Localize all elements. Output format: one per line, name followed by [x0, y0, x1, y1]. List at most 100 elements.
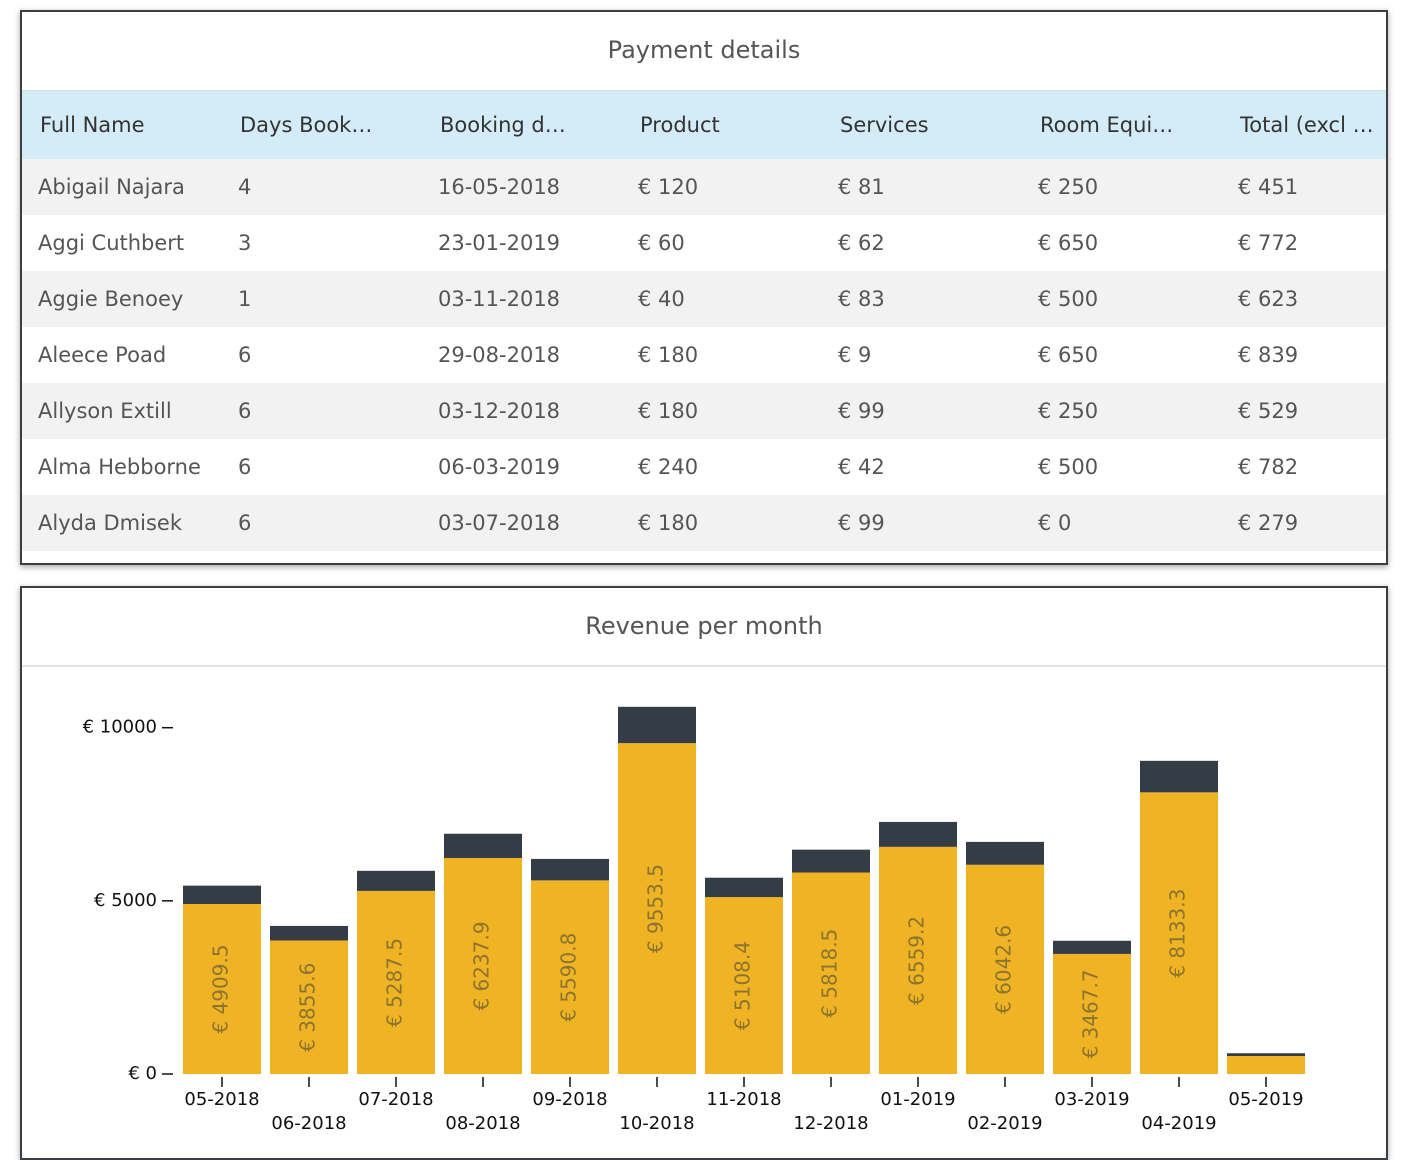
- table-panel: Payment details Full Name Days Book… Booki…: [20, 10, 1388, 565]
- table-cell: 3: [238, 231, 252, 255]
- table-cell: € 650: [1038, 343, 1099, 367]
- bar-segment: [1227, 1055, 1305, 1074]
- value-label: € 5590.8: [557, 933, 581, 1022]
- bar-segment: [357, 870, 435, 891]
- table-cell: 16-05-2018: [438, 175, 561, 199]
- x-tick-label: 12-2018: [793, 1113, 868, 1134]
- x-tick-label: 05-2019: [1228, 1089, 1303, 1110]
- table-cell: Aggie Benoey: [38, 287, 184, 311]
- table-cell: 6: [238, 343, 252, 367]
- value-label: € 8133.3: [1166, 889, 1190, 978]
- table-cell: Abigail Najara: [38, 175, 185, 199]
- bar-segment: [618, 743, 696, 1074]
- table-cell: € 529: [1238, 399, 1299, 423]
- bar-segment: [1053, 940, 1131, 954]
- table-cell: Aggi Cuthbert: [38, 231, 185, 255]
- table-row: [22, 271, 1386, 327]
- table-cell: 03-12-2018: [438, 399, 561, 423]
- table-cell: € 81: [838, 175, 885, 199]
- bar-segment: [183, 903, 261, 1074]
- bar-segment: [879, 846, 957, 1074]
- bar-segment: [792, 872, 870, 1074]
- table-cell: 03-11-2018: [438, 287, 561, 311]
- table-cell: € 500: [1038, 455, 1099, 479]
- column-header: Total (excl …: [1240, 113, 1374, 137]
- value-label: € 5818.5: [818, 929, 842, 1018]
- column-header: Full Name: [40, 113, 145, 137]
- bar-segment: [705, 877, 783, 898]
- bar-segment: [1140, 792, 1218, 1074]
- table-cell: Aleece Poad: [38, 343, 167, 367]
- column-header: Booking d…: [440, 113, 566, 137]
- table-cell: € 62: [838, 231, 885, 255]
- bar-segment: [444, 833, 522, 858]
- table-cell: € 60: [638, 231, 685, 255]
- y-tick-label: € 0: [128, 1063, 157, 1084]
- bar-segment: [183, 885, 261, 904]
- column-header: Product: [640, 113, 720, 137]
- table-cell: € 650: [1038, 231, 1099, 255]
- bar-segment: [270, 940, 348, 1074]
- chart: € 0 € 5000 € 10000 05-2018 € 4909.5 06-2018 € …: [83, 706, 1305, 1134]
- value-label: € 4909.5: [209, 944, 233, 1033]
- table-cell: Allyson Extill: [38, 399, 172, 423]
- x-tick-label: 07-2018: [358, 1089, 433, 1110]
- bar-segment: [444, 857, 522, 1074]
- divider: [22, 90, 1386, 91]
- table-cell: € 40: [638, 287, 685, 311]
- table-cell: 6: [238, 511, 252, 535]
- table-row: [22, 383, 1386, 439]
- x-tick-label: 06-2018: [271, 1113, 346, 1134]
- column-header: Days Book…: [240, 113, 373, 137]
- table-cell: € 451: [1238, 175, 1299, 199]
- table-cell: € 120: [638, 175, 699, 199]
- table-cell: € 772: [1238, 231, 1299, 255]
- x-tick-label: 03-2019: [1054, 1089, 1129, 1110]
- bar-segment: [879, 821, 957, 847]
- x-tick-label: 05-2018: [184, 1089, 259, 1110]
- bar-segment: [1227, 1053, 1305, 1056]
- chart-title: Revenue per month: [585, 612, 823, 640]
- table-cell: € 180: [638, 511, 699, 535]
- x-tick-label: 02-2019: [967, 1113, 1042, 1134]
- bar-segment: [531, 880, 609, 1074]
- table-cell: € 180: [638, 399, 699, 423]
- bar-segment: [1053, 953, 1131, 1074]
- table-cell: € 0: [1038, 511, 1072, 535]
- bar-segment: [270, 925, 348, 941]
- divider: [22, 665, 1386, 667]
- table-row: [22, 215, 1386, 271]
- table-cell: € 99: [838, 399, 885, 423]
- table-cell: € 9: [838, 343, 872, 367]
- table-cell: € 279: [1238, 511, 1299, 535]
- value-label: € 6042.6: [992, 925, 1016, 1014]
- header-row: [22, 91, 1386, 159]
- x-tick-label: 10-2018: [619, 1113, 694, 1134]
- value-label: € 9553.5: [644, 864, 668, 953]
- table-cell: 29-08-2018: [438, 343, 561, 367]
- value-label: € 5287.5: [383, 938, 407, 1027]
- x-tick-label: 11-2018: [706, 1089, 781, 1110]
- bar-segment: [1140, 760, 1218, 793]
- table-cell: € 83: [838, 287, 885, 311]
- table-cell: 4: [238, 175, 252, 199]
- bar-segment: [792, 849, 870, 873]
- x-tick-label: 04-2019: [1141, 1113, 1216, 1134]
- table-cell: 23-01-2019: [438, 231, 561, 255]
- value-label: € 5108.4: [731, 941, 755, 1030]
- table-cell: € 42: [838, 455, 885, 479]
- column-header: Room Equi…: [1040, 113, 1174, 137]
- table-cell: 1: [238, 287, 252, 311]
- bar-segment: [618, 706, 696, 744]
- table-cell: € 250: [1038, 399, 1099, 423]
- value-label: € 6559.2: [905, 916, 929, 1005]
- table-cell: € 240: [638, 455, 699, 479]
- table-cell: 6: [238, 399, 252, 423]
- table-row: [22, 159, 1386, 215]
- bar-segment: [357, 890, 435, 1074]
- table-cell: € 839: [1238, 343, 1299, 367]
- x-tick-label: 01-2019: [880, 1089, 955, 1110]
- table-cell: 03-07-2018: [438, 511, 561, 535]
- table-cell: Alyda Dmisek: [38, 511, 182, 535]
- table-cell: Alma Hebborne: [38, 455, 201, 479]
